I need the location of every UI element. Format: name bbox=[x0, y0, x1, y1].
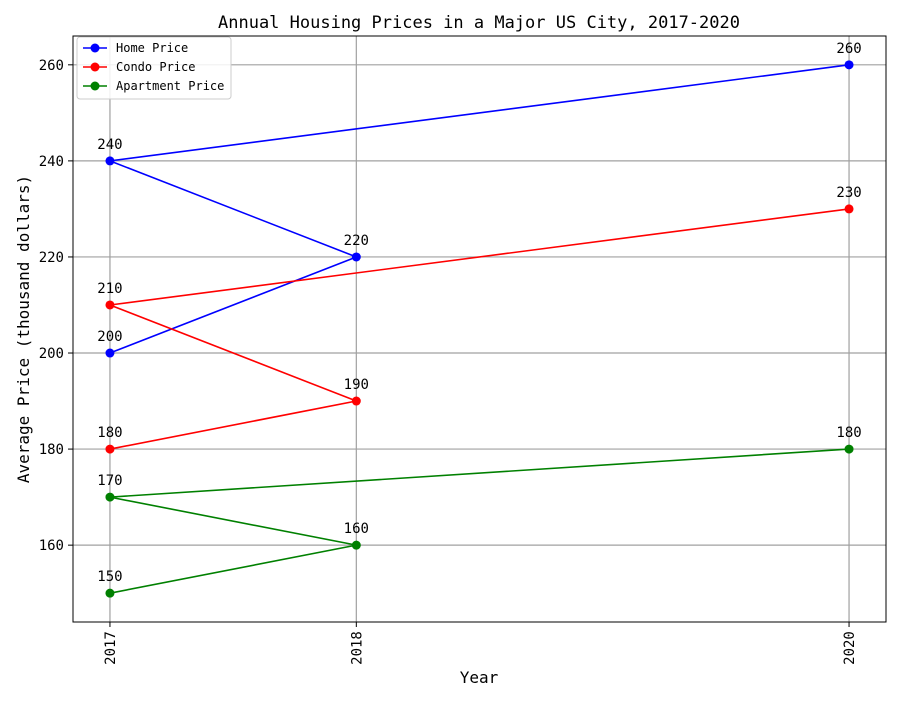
grid-layer bbox=[73, 36, 886, 622]
point-layer bbox=[105, 60, 854, 598]
series-line-apartment-price bbox=[109, 448, 850, 594]
x-tick-label: 2018 bbox=[349, 631, 365, 665]
legend-marker-condo-price bbox=[90, 62, 100, 72]
chart-title: Annual Housing Prices in a Major US City… bbox=[218, 13, 740, 33]
data-label-apartment-price: 150 bbox=[97, 569, 122, 585]
series-layer bbox=[109, 64, 850, 594]
legend-marker-apartment-price bbox=[90, 81, 100, 91]
data-label-condo-price: 210 bbox=[97, 281, 122, 297]
data-label-layer: 200 220 240 260 180 190 210 230 150 160 170 180 bbox=[97, 41, 861, 585]
data-label-apartment-price: 180 bbox=[836, 425, 861, 441]
data-point-home-price bbox=[105, 348, 115, 358]
legend: Home Price Condo Price Apartment Price bbox=[76, 36, 232, 100]
data-label-home-price: 240 bbox=[97, 137, 122, 153]
legend-box bbox=[76, 36, 232, 100]
legend-label-home-price: Home Price bbox=[116, 41, 188, 55]
data-label-home-price: 200 bbox=[97, 329, 122, 345]
series-line-condo-price bbox=[109, 208, 850, 450]
data-label-apartment-price: 160 bbox=[344, 521, 369, 537]
data-point-apartment-price bbox=[105, 492, 115, 502]
series-line-home-price bbox=[109, 64, 850, 354]
data-point-apartment-price bbox=[351, 540, 361, 550]
y-tick-label: 160 bbox=[39, 538, 64, 554]
plot-area-frame bbox=[72, 35, 887, 623]
data-label-condo-price: 190 bbox=[344, 377, 369, 393]
y-tick-label: 240 bbox=[39, 154, 64, 170]
data-point-condo-price bbox=[105, 300, 115, 310]
y-tick-label: 220 bbox=[39, 250, 64, 266]
y-tick-label: 180 bbox=[39, 442, 64, 458]
x-axis-label: Year bbox=[460, 668, 499, 687]
legend-label-apartment-price: Apartment Price bbox=[116, 79, 224, 93]
data-point-condo-price bbox=[105, 444, 115, 454]
data-point-condo-price bbox=[351, 396, 361, 406]
x-tick-label: 2017 bbox=[103, 631, 119, 665]
data-label-condo-price: 180 bbox=[97, 425, 122, 441]
data-label-home-price: 260 bbox=[836, 41, 861, 57]
x-tick-label: 2020 bbox=[842, 631, 858, 665]
data-label-apartment-price: 170 bbox=[97, 473, 122, 489]
data-point-apartment-price bbox=[105, 588, 115, 598]
data-point-condo-price bbox=[844, 204, 854, 214]
legend-label-condo-price: Condo Price bbox=[116, 60, 195, 74]
y-tick-label: 200 bbox=[39, 346, 64, 362]
data-label-home-price: 220 bbox=[344, 233, 369, 249]
data-point-home-price bbox=[844, 60, 854, 70]
data-point-home-price bbox=[351, 252, 361, 262]
y-tick-label: 260 bbox=[39, 58, 64, 74]
tick-layer: 2017 2018 2020 160 180 200 220 240 260 bbox=[39, 58, 858, 665]
legend-marker-home-price bbox=[90, 43, 100, 53]
data-label-condo-price: 230 bbox=[836, 185, 861, 201]
data-point-apartment-price bbox=[844, 444, 854, 454]
y-axis-label: Average Price (thousand dollars) bbox=[14, 175, 33, 483]
data-point-home-price bbox=[105, 156, 115, 166]
